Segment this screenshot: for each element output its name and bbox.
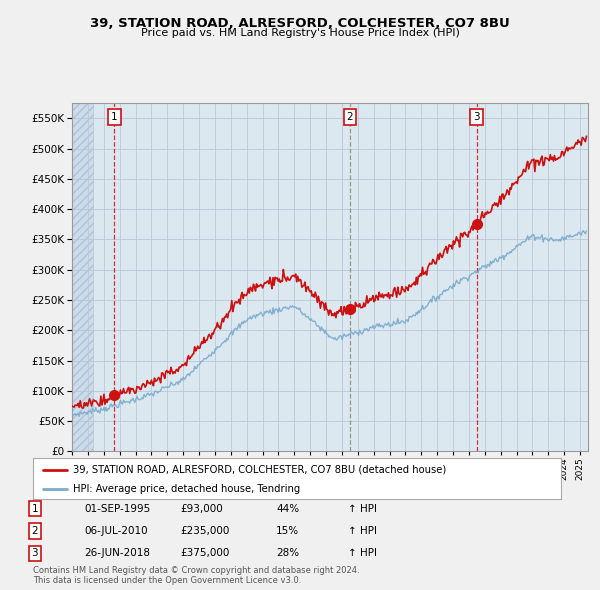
Text: 26-JUN-2018: 26-JUN-2018 [84,549,150,558]
Text: 2: 2 [31,526,38,536]
Text: 1: 1 [31,504,38,513]
Text: 44%: 44% [276,504,299,513]
Text: 1: 1 [111,112,118,122]
Text: 3: 3 [31,549,38,558]
Text: Contains HM Land Registry data © Crown copyright and database right 2024.: Contains HM Land Registry data © Crown c… [33,566,359,575]
Text: Price paid vs. HM Land Registry's House Price Index (HPI): Price paid vs. HM Land Registry's House … [140,28,460,38]
Text: HPI: Average price, detached house, Tendring: HPI: Average price, detached house, Tend… [73,484,300,493]
Text: ↑ HPI: ↑ HPI [348,549,377,558]
Text: 39, STATION ROAD, ALRESFORD, COLCHESTER, CO7 8BU: 39, STATION ROAD, ALRESFORD, COLCHESTER,… [90,17,510,30]
Bar [72,103,92,451]
Text: ↑ HPI: ↑ HPI [348,504,377,513]
Text: £235,000: £235,000 [180,526,229,536]
Text: This data is licensed under the Open Government Licence v3.0.: This data is licensed under the Open Gov… [33,576,301,585]
Text: 2: 2 [347,112,353,122]
Text: ↑ HPI: ↑ HPI [348,526,377,536]
Text: 06-JUL-2010: 06-JUL-2010 [84,526,148,536]
Text: 01-SEP-1995: 01-SEP-1995 [84,504,150,513]
Text: 39, STATION ROAD, ALRESFORD, COLCHESTER, CO7 8BU (detached house): 39, STATION ROAD, ALRESFORD, COLCHESTER,… [73,465,446,475]
Text: £93,000: £93,000 [180,504,223,513]
Text: 15%: 15% [276,526,299,536]
Text: 28%: 28% [276,549,299,558]
Text: £375,000: £375,000 [180,549,229,558]
Text: 3: 3 [473,112,480,122]
